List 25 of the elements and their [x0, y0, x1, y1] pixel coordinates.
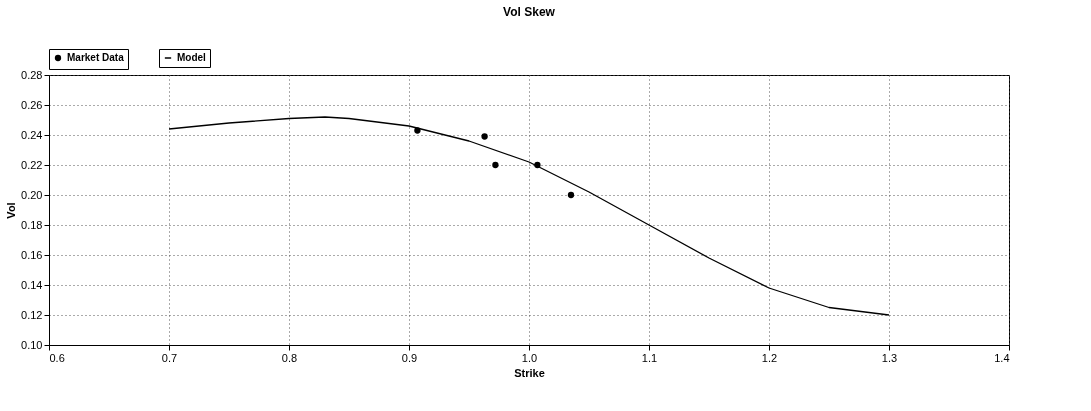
x-tick-label: 1.4 [994, 351, 1010, 364]
x-tick-label: 1.1 [641, 351, 658, 364]
y-tick-label: 0.16 [21, 248, 43, 261]
x-tick-label: 1.3 [881, 351, 898, 364]
y-tick-label: 0.24 [21, 128, 43, 141]
x-axis-title: Strike [514, 366, 545, 379]
chart-title: Vol Skew [503, 4, 556, 19]
y-tick-label: 0.22 [21, 158, 43, 171]
y-tick-label: 0.20 [21, 188, 43, 201]
x-tick-label: 0.7 [161, 351, 178, 364]
x-tick-label: 0.8 [281, 351, 298, 364]
line-series [168, 116, 890, 316]
legend-label: Market Data [67, 52, 125, 63]
y-tick-label: 0.28 [21, 68, 43, 81]
y-tick-label: 0.14 [21, 278, 43, 291]
y-tick-label: 0.26 [21, 98, 43, 111]
legend-label: Model [177, 52, 207, 63]
x-tick-label: 1.0 [521, 351, 538, 364]
x-tick-label: 0.9 [401, 351, 418, 364]
x-tick-label: 1.2 [761, 351, 778, 364]
y-axis-title: Vol [5, 202, 18, 219]
y-tick-label: 0.10 [21, 338, 43, 351]
x-tick-label: 0.6 [49, 351, 65, 364]
y-tick-label: 0.18 [21, 218, 43, 231]
y-tick-label: 0.12 [21, 308, 43, 321]
